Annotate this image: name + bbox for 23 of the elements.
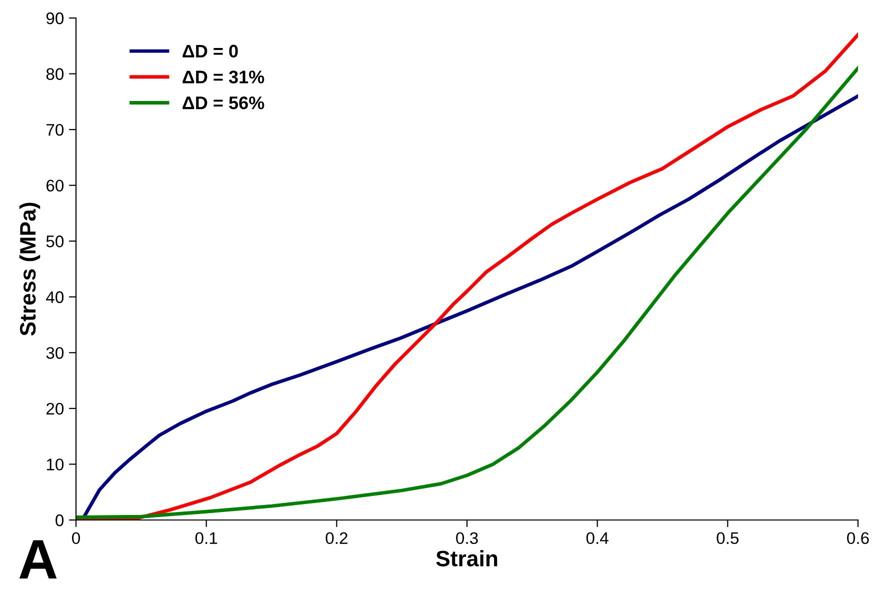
x-axis-title: Strain xyxy=(436,550,498,566)
y-tick-label: 50 xyxy=(46,236,64,248)
y-tick-label: 80 xyxy=(46,68,64,80)
y-axis-title: Stress (MPa) xyxy=(19,202,40,336)
x-tick-label: 0.3 xyxy=(456,532,478,544)
y-tick-label: 30 xyxy=(46,347,64,359)
x-tick-label: 0.1 xyxy=(195,532,218,544)
y-tick-label: 90 xyxy=(46,12,64,24)
legend-label: ΔD = 56% xyxy=(182,96,264,110)
x-tick-label: 0.6 xyxy=(847,532,869,544)
y-tick-label: 0 xyxy=(56,514,64,526)
text: A xyxy=(19,540,57,578)
x-tick-label: 0.2 xyxy=(326,532,348,544)
y-tick-label: 20 xyxy=(46,402,64,415)
x-tick-label: 0 xyxy=(72,532,80,544)
legend-label: ΔD = 31% xyxy=(182,70,264,84)
x-tick-label: 0.4 xyxy=(586,532,608,544)
x-tick-label: 0.5 xyxy=(716,532,739,544)
y-tick-label: 40 xyxy=(46,291,64,304)
y-tick-label: 10 xyxy=(46,458,64,470)
y-tick-label: 60 xyxy=(46,180,64,192)
legend-label: ΔD = 0 xyxy=(182,44,238,58)
y-tick-label: 70 xyxy=(46,124,64,136)
